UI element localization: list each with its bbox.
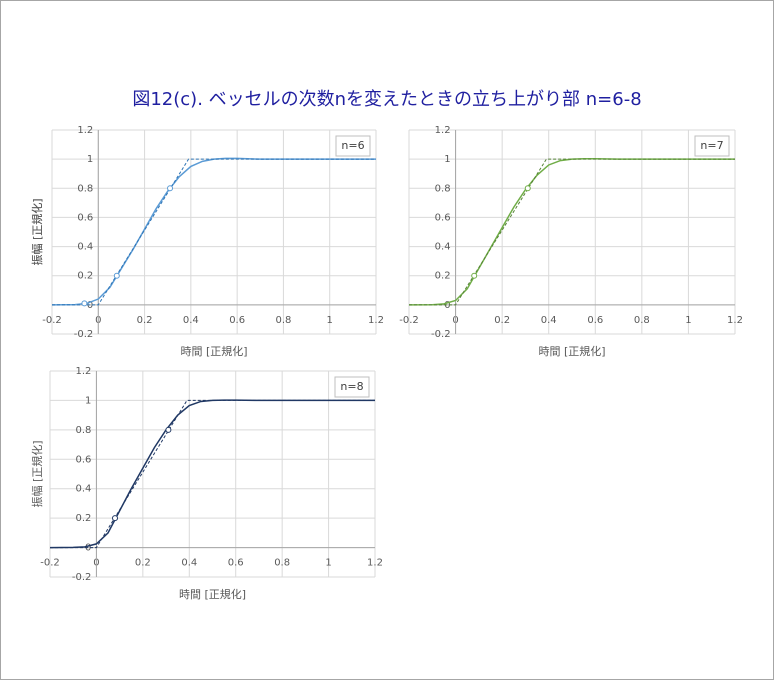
annotation-box: [694, 135, 730, 157]
chart: -0.200.20.40.60.811.2-0.200.20.40.60.811…: [30, 125, 384, 358]
annotation: n=7: [700, 139, 723, 152]
x-tick-label: 0.6: [229, 315, 245, 326]
x-tick-label: 0.2: [137, 315, 153, 326]
marker: [167, 185, 174, 192]
x-tick-label: 1: [327, 315, 333, 326]
y-axis-label: 振幅 [正規化]: [30, 198, 44, 265]
x-tick-label: 0.2: [135, 558, 151, 569]
y-tick-label: 0.6: [77, 212, 93, 223]
y-tick-label: 0.4: [76, 484, 92, 495]
x-tick-label: -0.2: [42, 315, 62, 326]
x-tick-label: 0.4: [181, 558, 197, 569]
x-tick-label: 0.4: [541, 315, 557, 326]
y-tick-label: -0.2: [72, 572, 92, 583]
chart: -0.200.20.40.60.811.2-0.200.20.40.60.811…: [30, 125, 743, 358]
x-tick-label: 0.2: [494, 315, 510, 326]
x-tick-label: 0.8: [275, 315, 291, 326]
x-tick-label: 1: [685, 315, 691, 326]
x-tick-label: -0.2: [399, 315, 419, 326]
marker: [524, 185, 531, 192]
chart: -0.200.20.40.60.811.2-0.200.20.40.60.811…: [30, 366, 383, 601]
marker: [165, 426, 172, 433]
y-tick-label: 1.2: [77, 125, 93, 136]
marker: [112, 515, 118, 522]
x-tick-label: 1: [325, 558, 331, 569]
y-tick-label: 1.2: [435, 125, 451, 136]
annotation: n=6: [341, 139, 364, 152]
line-series: [52, 158, 376, 306]
x-tick-label: 0.8: [274, 558, 290, 569]
x-tick-label: 1.2: [727, 315, 743, 326]
line-series: [50, 399, 375, 549]
x-axis-label: 時間 [正規化]: [180, 344, 247, 358]
y-tick-label: -0.2: [431, 329, 451, 340]
y-tick-label: 1.2: [76, 366, 92, 377]
y-tick-label: 0.4: [77, 242, 93, 253]
annotation: n=8: [340, 380, 363, 393]
x-tick-label: 1.2: [367, 558, 383, 569]
marker: [81, 300, 88, 307]
y-tick-label: 0.2: [77, 271, 93, 282]
y-tick-label: 1: [87, 154, 93, 165]
annotation-box: [334, 376, 370, 398]
y-tick-label: 0.8: [435, 183, 451, 194]
y-axis-label: 振幅 [正規化]: [30, 440, 44, 507]
x-tick-label: 0.6: [228, 558, 244, 569]
x-tick-label: 0.4: [183, 315, 199, 326]
y-tick-label: 1: [85, 395, 91, 406]
annotation-box: [335, 135, 371, 157]
y-tick-label: -0.2: [74, 329, 94, 340]
x-tick-label: 0.8: [634, 315, 650, 326]
x-tick-label: 0.6: [587, 315, 603, 326]
marker: [113, 272, 120, 279]
figure-title: 図12(c). ベッセルの次数nを変えたときの立ち上がり部 n=6-8: [132, 89, 641, 110]
y-tick-label: 0.2: [435, 271, 451, 282]
y-tick-label: 0.4: [435, 242, 451, 253]
x-tick-label: -0.2: [40, 558, 60, 569]
x-axis-label: 時間 [正規化]: [538, 344, 605, 358]
y-axis-label: 振幅 [正規化]: [30, 198, 44, 265]
marker: [471, 272, 478, 279]
line-series: [409, 158, 735, 306]
y-tick-label: 1: [444, 154, 450, 165]
y-tick-label: 0.2: [76, 513, 92, 524]
y-tick-label: 0.8: [77, 183, 93, 194]
x-axis-label: 時間 [正規化]: [179, 587, 246, 601]
y-tick-label: 0.6: [76, 454, 92, 465]
x-tick-label: 1.2: [368, 315, 384, 326]
y-tick-label: 0.8: [76, 425, 92, 436]
y-tick-label: 0.6: [435, 212, 451, 223]
